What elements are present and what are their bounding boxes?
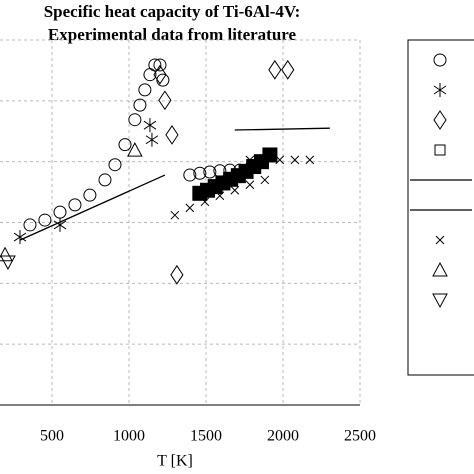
marker <box>128 113 142 127</box>
marker <box>98 173 112 187</box>
marker <box>145 132 159 147</box>
marker <box>281 59 295 80</box>
marker <box>290 155 300 165</box>
x-axis-label: T [K] <box>157 453 193 470</box>
chart-title: Specific heat capacity of Ti-6Al-4V: <box>44 2 301 21</box>
series-line <box>19 174 166 241</box>
marker <box>170 210 180 220</box>
marker <box>118 138 132 152</box>
marker <box>200 197 210 207</box>
marker <box>305 155 315 165</box>
marker <box>245 155 255 165</box>
marker <box>143 118 157 133</box>
legend-symbol <box>434 144 446 156</box>
marker <box>68 198 82 212</box>
legend-symbol <box>432 261 448 277</box>
marker <box>53 217 67 232</box>
legend-symbol <box>432 293 448 309</box>
marker <box>193 166 207 180</box>
marker <box>185 203 195 213</box>
marker <box>215 191 225 201</box>
marker <box>260 155 270 165</box>
marker <box>13 230 27 245</box>
marker <box>245 180 255 190</box>
marker <box>183 168 197 182</box>
legend-symbol <box>433 83 447 97</box>
marker <box>53 205 67 219</box>
x-tick-label: 1000 <box>113 428 145 445</box>
marker <box>108 158 122 172</box>
marker <box>148 58 162 72</box>
legend-symbol <box>435 235 445 245</box>
marker <box>156 73 170 87</box>
marker <box>0 255 16 271</box>
legend-symbol <box>433 110 447 130</box>
series-line <box>234 127 330 131</box>
marker <box>23 218 37 232</box>
chart-subtitle: Experimental data from literature <box>48 25 297 44</box>
marker <box>153 64 167 85</box>
marker <box>260 175 270 185</box>
marker <box>170 264 184 285</box>
marker <box>138 83 152 97</box>
legend-symbol <box>433 53 447 67</box>
x-tick-label: 2500 <box>344 428 376 445</box>
marker <box>165 124 179 145</box>
marker <box>158 90 172 111</box>
marker <box>127 142 143 157</box>
marker <box>268 59 282 80</box>
marker <box>153 58 167 72</box>
x-tick-label: 2000 <box>267 428 299 445</box>
x-tick-label: 1500 <box>190 428 222 445</box>
marker <box>0 246 13 262</box>
x-tick-label: 500 <box>40 428 64 445</box>
marker <box>230 185 240 195</box>
marker <box>83 188 97 202</box>
marker <box>38 213 52 227</box>
marker <box>203 165 217 179</box>
legend-box <box>407 39 474 376</box>
marker <box>275 155 285 165</box>
marker <box>133 98 147 112</box>
